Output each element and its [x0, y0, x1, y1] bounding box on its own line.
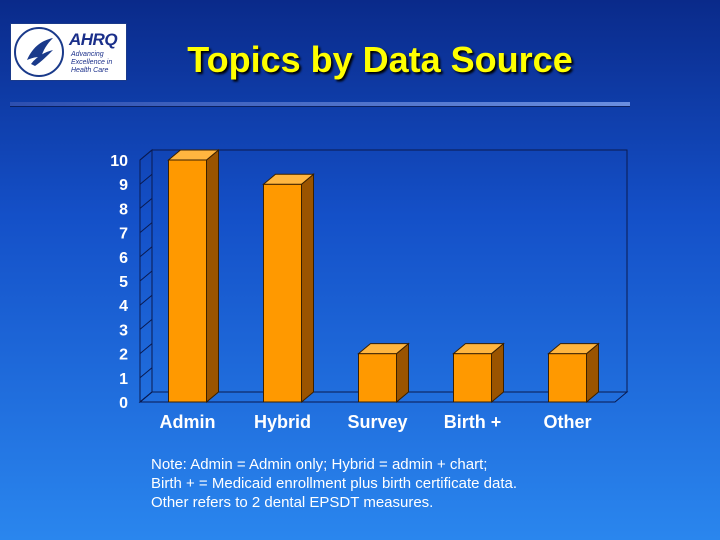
y-gridline-stub: [139, 222, 153, 233]
y-tick-label: 0: [119, 395, 128, 412]
y-tick-label: 8: [119, 201, 128, 218]
y-gridline-stub: [139, 270, 153, 282]
bar-face: [548, 353, 587, 403]
ahrq-logo: AHRQ Advancing Excellence in Health Care: [10, 23, 127, 81]
slide-title: Topics by Data Source: [187, 39, 573, 80]
y-tick-label: 9: [119, 177, 128, 194]
ahrq-tagline: Advancing Excellence in Health Care: [71, 51, 113, 74]
y-gridline-stub: [139, 367, 153, 379]
y-tick-label: 6: [119, 250, 128, 267]
x-tick-label: Hybrid: [254, 412, 311, 432]
x-tick-label: Admin: [160, 412, 216, 432]
y-tick-label: 10: [110, 153, 128, 170]
bar-top: [547, 343, 600, 355]
title-divider: [10, 102, 630, 106]
x-tick-label: Other: [543, 412, 591, 432]
bar-side: [301, 173, 314, 404]
y-gridline-stub: [139, 149, 153, 161]
bar-face: [358, 353, 397, 403]
y-gridline-stub: [139, 198, 153, 209]
y-gridline-stub: [139, 294, 153, 306]
y-gridline-stub: [139, 343, 153, 354]
bar-hybrid: [262, 173, 315, 404]
bar-birth: [452, 342, 505, 404]
y-gridline-stub: [139, 391, 153, 403]
bar-top: [357, 343, 410, 355]
x-tick-label: Survey: [347, 412, 407, 432]
y-tick-label: 7: [119, 226, 128, 243]
bar-other: [547, 342, 600, 404]
bar-top: [167, 149, 220, 161]
y-gridline-stub: [139, 246, 153, 258]
y-tick-label: 1: [119, 371, 128, 388]
y-tick-label: 3: [119, 322, 128, 339]
y-gridline-stub: [139, 319, 153, 330]
chart-note: Note: Admin = Admin only; Hybrid = admin…: [151, 455, 671, 512]
note-line: Note: Admin = Admin only; Hybrid = admin…: [151, 456, 488, 473]
ahrq-wordmark: AHRQ: [69, 30, 118, 49]
y-tick-label: 5: [119, 274, 128, 291]
bar-side: [206, 148, 219, 404]
note-line: Other refers to 2 dental EPSDT measures.: [151, 494, 434, 511]
bar-top: [262, 173, 315, 185]
y-tick-label: 4: [119, 298, 128, 315]
bar-survey: [357, 342, 410, 404]
bar-face: [453, 353, 492, 403]
bar-face: [263, 183, 302, 403]
hhs-eagle-icon: [14, 27, 64, 77]
bar-top: [452, 343, 505, 355]
y-gridline-stub: [139, 173, 153, 185]
y-tick-label: 2: [119, 347, 128, 364]
note-line: Birth + = Medicaid enrollment plus birth…: [151, 475, 518, 492]
bar-face: [168, 159, 207, 403]
bar-admin: [167, 148, 220, 404]
x-tick-label: Birth +: [444, 412, 502, 432]
